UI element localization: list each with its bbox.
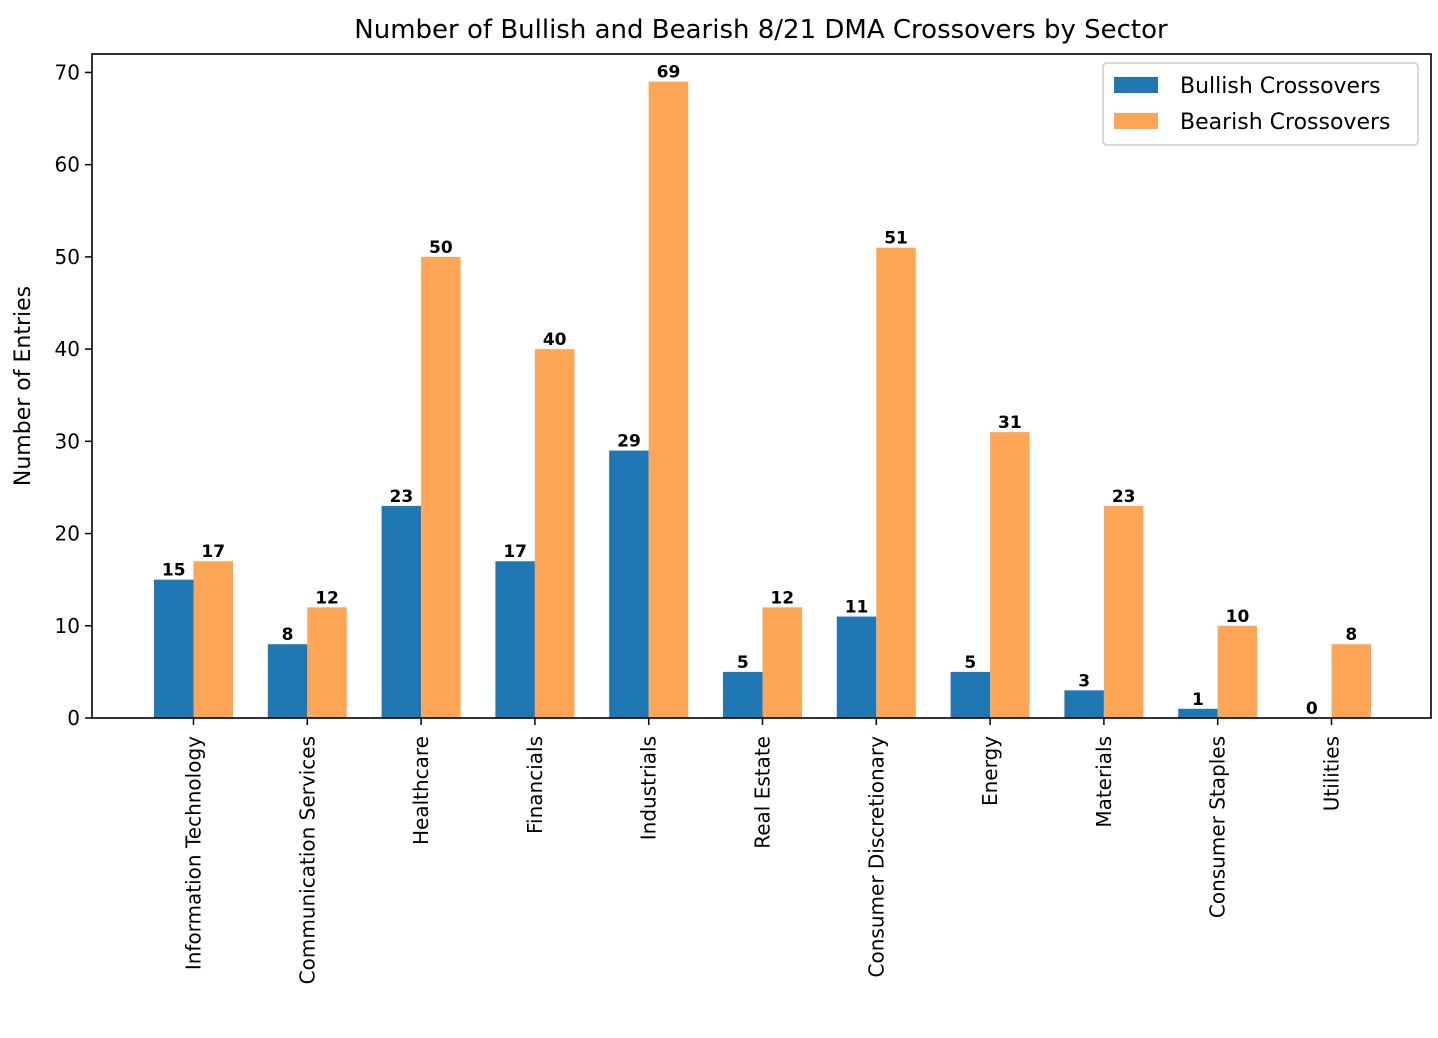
data-label-bearish: 10 <box>1226 607 1250 627</box>
bar-bullish <box>1178 708 1218 718</box>
data-label-bullish: 8 <box>282 625 294 645</box>
data-label-bullish: 15 <box>162 561 186 581</box>
bar-bullish <box>950 671 991 718</box>
bar-bearish <box>876 247 916 718</box>
y-tick-label: 20 <box>55 522 80 546</box>
bar-bullish <box>836 616 877 718</box>
data-label-bearish: 12 <box>315 588 339 608</box>
bar-bearish <box>1103 505 1144 718</box>
x-tick-label: Materials <box>1092 736 1116 828</box>
data-label-bullish: 0 <box>1306 699 1318 719</box>
legend-swatch-bullish <box>1114 77 1158 93</box>
data-label-bearish: 40 <box>543 330 567 350</box>
data-label-bullish: 5 <box>964 653 976 673</box>
bar-bearish <box>307 607 347 718</box>
y-tick-label: 10 <box>55 614 80 638</box>
chart-title: Number of Bullish and Bearish 8/21 DMA C… <box>354 15 1168 45</box>
bar-bullish <box>154 579 194 718</box>
data-label-bearish: 23 <box>1112 487 1136 507</box>
data-label-bearish: 69 <box>657 63 681 83</box>
bar-bearish <box>421 256 461 718</box>
data-label-bearish: 51 <box>884 229 908 249</box>
bar-bearish <box>534 349 575 718</box>
data-label-bullish: 1 <box>1192 690 1204 710</box>
bar-bearish <box>1331 644 1371 718</box>
y-tick-label: 50 <box>55 245 80 269</box>
data-label-bearish: 50 <box>429 238 453 258</box>
data-label-bullish: 11 <box>845 598 869 618</box>
data-label-bearish: 17 <box>201 542 225 562</box>
bar-bullish <box>1064 690 1104 718</box>
data-label-bullish: 29 <box>617 432 641 452</box>
data-label-bullish: 5 <box>737 653 749 673</box>
bar-bearish <box>648 81 689 718</box>
x-tick-label: Healthcare <box>409 736 433 845</box>
bar-bullish <box>495 561 535 718</box>
bar-bullish <box>609 450 649 718</box>
legend-swatch-bearish <box>1114 113 1158 129</box>
y-tick-label: 30 <box>55 429 80 453</box>
legend-box <box>1102 62 1419 146</box>
plot-frame <box>91 53 1432 719</box>
x-tick-label: Energy <box>978 736 1002 806</box>
data-label-bullish: 3 <box>1078 671 1090 691</box>
data-label-bearish: 12 <box>770 588 794 608</box>
data-label-bullish: 23 <box>390 487 414 507</box>
x-tick-label: Financials <box>523 736 547 834</box>
y-tick-label: 40 <box>55 337 80 361</box>
bar-bullish <box>723 671 763 718</box>
bar-bullish <box>267 644 308 718</box>
data-label-bullish: 17 <box>503 542 527 562</box>
x-tick-label: Consumer Discretionary <box>864 736 888 978</box>
x-tick-label: Industrials <box>637 736 661 840</box>
y-tick-label: 60 <box>55 153 80 177</box>
data-label-bearish: 8 <box>1345 625 1357 645</box>
bar-bearish <box>193 561 233 718</box>
bar-bullish <box>381 505 422 718</box>
bars-layer <box>154 81 1371 718</box>
bar-bearish <box>1217 625 1258 718</box>
x-tick-label: Communication Services <box>295 736 319 984</box>
x-tick-label: Utilities <box>1320 736 1344 811</box>
bar-bearish <box>990 432 1030 718</box>
x-tick-label: Real Estate <box>751 736 775 849</box>
legend-label-bearish: Bearish Crossovers <box>1180 110 1391 135</box>
bar-bearish <box>762 607 802 718</box>
legend: Bullish Crossovers Bearish Crossovers <box>1102 62 1419 146</box>
data-label-bearish: 31 <box>998 413 1022 433</box>
y-axis-label: Number of Entries <box>11 286 36 486</box>
x-tick-label: Consumer Staples <box>1206 736 1230 918</box>
legend-label-bullish: Bullish Crossovers <box>1180 74 1381 99</box>
y-tick-label: 0 <box>67 706 80 730</box>
x-tick-label: Information Technology <box>182 736 206 970</box>
y-tick-label: 70 <box>55 60 80 84</box>
